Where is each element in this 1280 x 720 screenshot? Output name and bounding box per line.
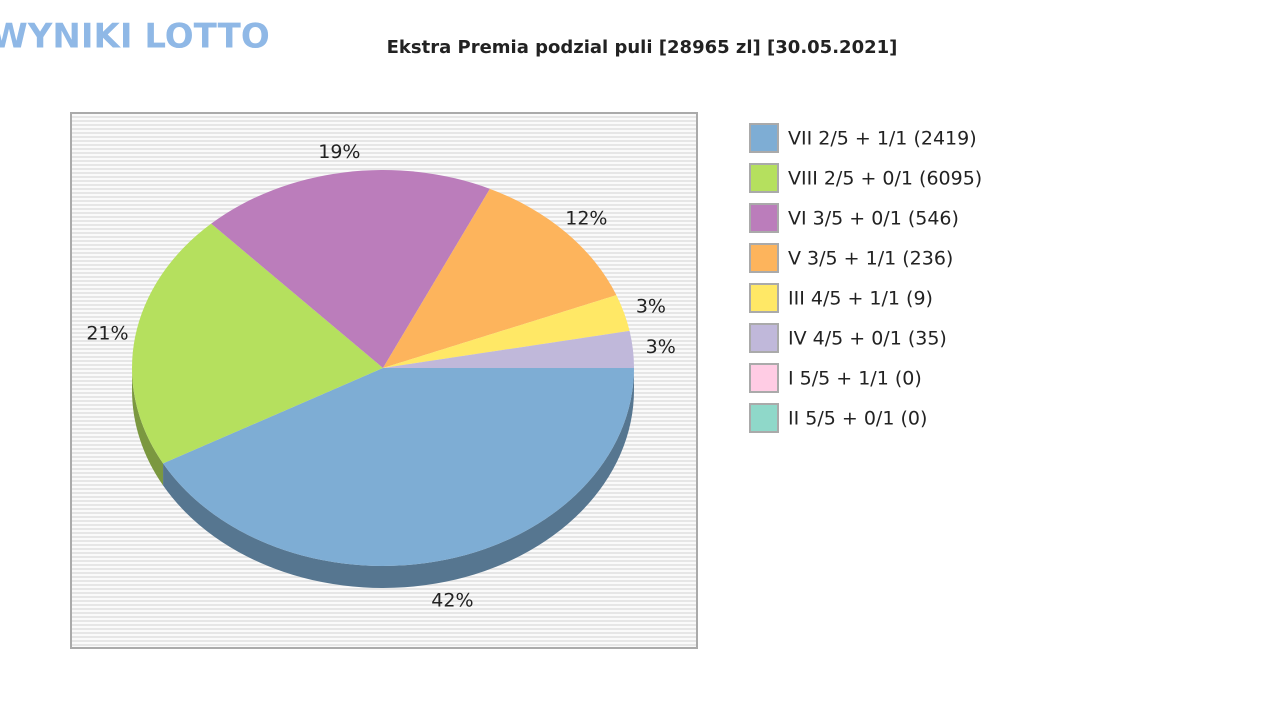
legend-label: I 5/5 + 1/1 (0): [788, 368, 922, 390]
data-label: 21%: [86, 322, 128, 344]
data-label: 12%: [565, 207, 607, 229]
legend-swatch: [749, 163, 779, 193]
chart-title: Ekstra Premia podzial puli [28965 zl] [3…: [387, 37, 898, 58]
pie-slice: [163, 368, 634, 567]
legend-swatch: [749, 123, 779, 153]
data-label: 19%: [318, 141, 360, 163]
data-label: 42%: [431, 590, 473, 612]
pie-slice: [211, 170, 490, 368]
pie-slice: [383, 295, 630, 368]
legend-label: IV 4/5 + 0/1 (35): [788, 328, 947, 350]
data-label: 3%: [646, 336, 676, 358]
legend-label: VIII 2/5 + 0/1 (6095): [788, 168, 982, 190]
legend-label: V 3/5 + 1/1 (236): [788, 248, 953, 270]
logo: WYNIKI LOTTO: [0, 17, 270, 57]
pie-slice: [131, 223, 383, 464]
pie-side: [132, 368, 164, 486]
legend-swatch: [749, 283, 779, 313]
legend-label: II 5/5 + 0/1 (0): [788, 408, 927, 430]
legend-label: VI 3/5 + 0/1 (546): [788, 208, 959, 230]
legend-swatch: [749, 363, 779, 393]
legend-swatch: [749, 323, 779, 353]
data-label: 3%: [636, 296, 666, 318]
legend-label: VII 2/5 + 1/1 (2419): [788, 128, 977, 150]
legend-swatch: [749, 203, 779, 233]
pie-slice: [383, 330, 634, 368]
legend-swatch: [749, 243, 779, 273]
legend-swatch: [749, 403, 779, 433]
legend-label: III 4/5 + 1/1 (9): [788, 288, 933, 310]
pie-slice: [383, 188, 617, 368]
